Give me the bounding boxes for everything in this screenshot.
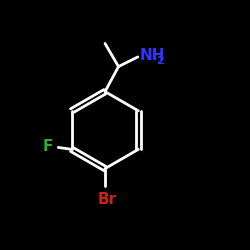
Text: NH: NH xyxy=(140,48,165,64)
Text: F: F xyxy=(43,139,54,154)
Text: Br: Br xyxy=(98,192,116,207)
Text: 2: 2 xyxy=(156,56,164,66)
